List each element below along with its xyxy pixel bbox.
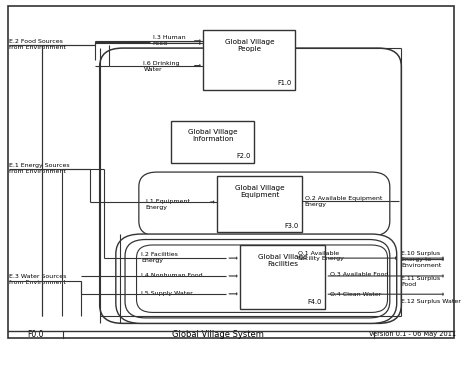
FancyBboxPatch shape — [217, 176, 302, 232]
Text: E.2 Food Sources
from Environment: E.2 Food Sources from Environment — [9, 39, 66, 50]
FancyBboxPatch shape — [203, 30, 295, 90]
Text: Version 0.1 - 06 May 2011: Version 0.1 - 06 May 2011 — [369, 332, 456, 337]
Text: I.3 Human
Food: I.3 Human Food — [153, 36, 185, 46]
Text: E.10 Surplus
Energy to
Environment: E.10 Surplus Energy to Environment — [401, 251, 442, 268]
FancyBboxPatch shape — [137, 245, 388, 313]
Text: O.1 Available
Facility Energy: O.1 Available Facility Energy — [298, 250, 344, 261]
Text: E.11 Surplus
Food: E.11 Surplus Food — [401, 276, 440, 287]
Text: Global Village
Facilities: Global Village Facilities — [258, 254, 308, 267]
Text: F4.0: F4.0 — [307, 299, 322, 305]
Text: Global Village
Equipment: Global Village Equipment — [235, 185, 284, 198]
Text: Global Village
Information: Global Village Information — [188, 129, 237, 142]
FancyBboxPatch shape — [171, 121, 254, 163]
FancyBboxPatch shape — [139, 172, 390, 236]
FancyBboxPatch shape — [240, 245, 325, 309]
Text: E.12 Surplus Water: E.12 Surplus Water — [401, 299, 461, 304]
FancyBboxPatch shape — [125, 239, 390, 318]
Text: E.3 Water Sources
from Environment: E.3 Water Sources from Environment — [9, 274, 66, 285]
Text: I.1 Equipment
Energy: I.1 Equipment Energy — [146, 199, 190, 210]
FancyBboxPatch shape — [100, 48, 401, 324]
FancyBboxPatch shape — [116, 234, 397, 324]
Text: I.2 Facilities
Energy: I.2 Facilities Energy — [141, 252, 178, 263]
Text: F3.0: F3.0 — [284, 223, 299, 229]
Text: F0.0: F0.0 — [27, 330, 44, 339]
Text: F1.0: F1.0 — [277, 81, 292, 86]
Text: O.3 Available Food: O.3 Available Food — [330, 272, 388, 277]
Text: F2.0: F2.0 — [236, 153, 250, 159]
Text: E.1 Energy Sources
from Environment: E.1 Energy Sources from Environment — [9, 163, 70, 174]
Text: O.4 Clean Water: O.4 Clean Water — [330, 292, 381, 297]
FancyBboxPatch shape — [8, 6, 454, 338]
Text: I.5 Supply Water: I.5 Supply Water — [141, 291, 193, 296]
Text: Global Village
People: Global Village People — [225, 39, 274, 52]
Text: I.4 Nonhuman Food: I.4 Nonhuman Food — [141, 273, 203, 279]
Text: I.6 Drinking
Water: I.6 Drinking Water — [144, 61, 180, 72]
Text: O.2 Available Equipment
Energy: O.2 Available Equipment Energy — [305, 196, 382, 207]
Text: Global Village System: Global Village System — [172, 330, 264, 339]
